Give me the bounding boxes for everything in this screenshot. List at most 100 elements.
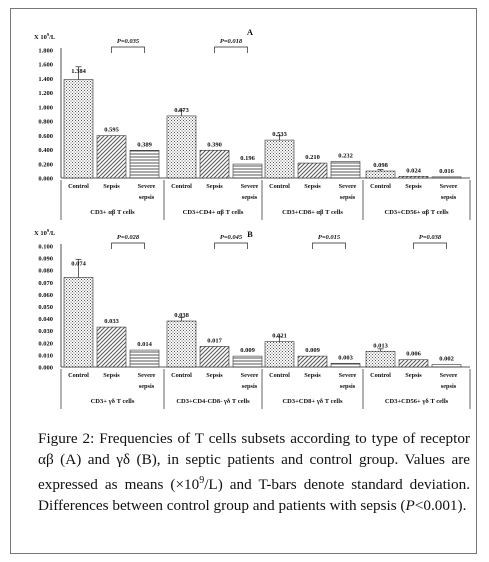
data-label-B-1-1: 0.017	[207, 337, 222, 344]
bar-B-1-0	[166, 320, 197, 368]
data-label-A-2-0: 0.533	[272, 131, 287, 138]
category-label-A-0-2-b: sepsis	[139, 194, 155, 201]
bar-B-3-0	[365, 350, 396, 368]
caption-suffix: <0.001).	[414, 497, 467, 515]
caption-exponent: 9	[199, 475, 205, 486]
category-label-B-0-2-b: sepsis	[139, 383, 155, 390]
y-tick-label-A-2: 0.400	[38, 147, 53, 154]
p-value-label-B-0: P=0.028	[117, 234, 140, 241]
panel-letter-A: A	[247, 27, 254, 37]
figure-caption: Figure 2: Frequencies of T cells subsets…	[38, 428, 470, 516]
data-label-A-1-1: 0.390	[207, 141, 222, 148]
bar-B-3-1	[398, 359, 429, 368]
group-label-A-3: CD3+CD56+ αβ T cells	[385, 209, 449, 216]
data-label-B-2-1: 0.009	[305, 347, 320, 354]
bar-A-1-0	[166, 115, 197, 179]
group-label-A-0: CD3+ αβ T cells	[90, 209, 135, 216]
category-label-B-1-2-b: sepsis	[242, 383, 258, 390]
y-tick-label-B-1: 0.010	[38, 352, 53, 359]
data-label-A-2-2: 0.232	[338, 153, 353, 160]
significance-bracket-B-1	[214, 242, 248, 249]
caption-mid: /L) and T-bars denote standard deviation…	[38, 476, 470, 515]
bar-B-3-2	[431, 364, 462, 368]
data-label-A-3-1: 0.024	[406, 167, 421, 174]
group-label-B-1: CD3+CD4-CD8- γδ T cells	[176, 398, 250, 405]
category-label-B-3-1: Sepsis	[405, 372, 422, 379]
category-label-A-3-2-b: sepsis	[441, 194, 457, 201]
data-label-B-2-2: 0.003	[338, 354, 353, 361]
significance-bracket-A-0	[111, 46, 145, 53]
category-label-B-2-2-b: sepsis	[340, 383, 356, 390]
category-label-B-3-2-a: Severe	[440, 372, 458, 379]
group-label-A-2: CD3+CD8+ αβ T cells	[282, 209, 343, 216]
data-label-A-1-2: 0.196	[240, 155, 255, 162]
category-label-B-0-2-a: Severe	[138, 372, 156, 379]
bar-A-1-1	[199, 149, 230, 179]
category-label-A-0-2-a: Severe	[138, 183, 156, 190]
significance-bracket-B-3	[413, 242, 447, 249]
significance-bracket-B-0	[111, 242, 145, 249]
y-tick-label-A-5: 1.000	[38, 104, 53, 111]
data-label-B-0-1: 0.033	[104, 318, 119, 325]
bar-B-0-0	[63, 277, 94, 368]
bar-A-2-0	[264, 139, 295, 179]
category-label-B-1-2-a: Severe	[241, 372, 259, 379]
bar-A-0-2	[129, 150, 160, 179]
data-label-B-1-0: 0.038	[174, 312, 189, 319]
y-tick-label-B-5: 0.050	[38, 304, 53, 311]
bar-B-0-1	[96, 326, 127, 368]
y-tick-label-B-2: 0.020	[38, 340, 53, 347]
data-label-A-3-2: 0.016	[439, 168, 454, 175]
y-tick-label-A-7: 1.400	[38, 76, 53, 83]
y-tick-label-A-3: 0.600	[38, 133, 53, 140]
bar-B-1-1	[199, 346, 230, 368]
y-unit-label-A: X 109/L	[34, 32, 56, 41]
bar-B-2-2	[330, 363, 361, 368]
category-label-B-3-2-b: sepsis	[441, 383, 457, 390]
group-label-B-3: CD3+CD56+ γδ T cells	[385, 398, 449, 405]
bar-A-2-2	[330, 161, 361, 179]
bar-A-3-2	[431, 176, 462, 179]
bar-A-1-2	[232, 163, 263, 179]
y-tick-label-B-10: 0.100	[38, 244, 53, 251]
category-label-B-1-1: Sepsis	[206, 372, 223, 379]
p-value-label-B-3: P=0.038	[419, 234, 442, 241]
data-label-B-0-0: 0.074	[71, 260, 86, 267]
caption-p-italic: P	[405, 497, 415, 515]
category-label-A-3-2-a: Severe	[440, 183, 458, 190]
y-tick-label-B-3: 0.030	[38, 328, 53, 335]
y-tick-label-B-9: 0.090	[38, 256, 53, 263]
data-label-A-0-1: 0.595	[104, 127, 119, 134]
bar-A-0-0	[63, 79, 94, 179]
category-label-A-2-1: Sepsis	[304, 183, 321, 190]
data-label-A-1-0: 0.873	[174, 107, 189, 114]
category-label-A-1-2-a: Severe	[241, 183, 259, 190]
bar-B-2-1	[297, 355, 328, 368]
y-tick-label-A-4: 0.800	[38, 119, 53, 126]
data-label-B-0-2: 0.014	[137, 341, 152, 348]
significance-bracket-B-2	[312, 242, 346, 249]
bar-B-0-2	[129, 349, 160, 368]
bar-A-3-1	[398, 175, 429, 179]
y-tick-label-B-7: 0.070	[38, 280, 53, 287]
significance-bracket-A-1	[214, 46, 248, 53]
bar-A-3-0	[365, 170, 396, 179]
category-label-B-0-1: Sepsis	[103, 372, 120, 379]
y-tick-label-B-6: 0.060	[38, 292, 53, 299]
category-label-B-1-0: Control	[171, 372, 192, 379]
y-tick-label-B-0: 0.000	[38, 365, 53, 372]
group-label-A-1: CD3+CD4+ αβ T cells	[183, 209, 244, 216]
data-label-A-3-0: 0.098	[373, 162, 388, 169]
category-label-A-0-1: Sepsis	[103, 183, 120, 190]
panel-letter-B: B	[247, 229, 253, 239]
data-label-B-2-0: 0.021	[272, 333, 287, 340]
y-tick-label-B-4: 0.040	[38, 316, 53, 323]
data-label-B-3-1: 0.006	[406, 351, 421, 358]
figure-charts: X 109/L A 0.000 0.200 0.400 0.600 0.800 1.000 1.…	[34, 27, 471, 409]
bar-B-1-2	[232, 355, 263, 368]
bar-B-2-0	[264, 341, 295, 368]
bar-A-2-1	[297, 162, 328, 179]
p-value-label-B-1: P=0.045	[220, 234, 243, 241]
p-value-label-B-2: P=0.015	[318, 234, 341, 241]
category-label-B-2-2-a: Severe	[339, 372, 357, 379]
